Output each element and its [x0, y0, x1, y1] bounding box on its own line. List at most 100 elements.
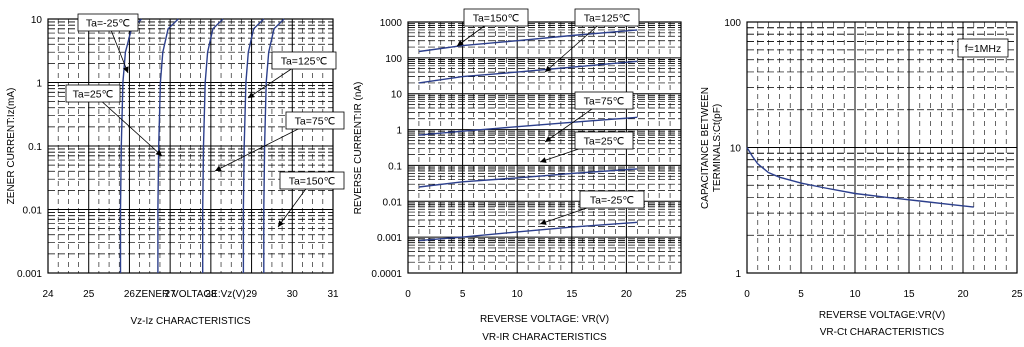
callout-box	[271, 51, 337, 70]
series-line	[202, 18, 224, 273]
series-line	[746, 147, 974, 208]
y-tick-label: 100	[385, 54, 402, 65]
grid	[408, 22, 681, 274]
callout-arrowhead	[545, 65, 552, 72]
x-tick-label: 20	[957, 289, 969, 300]
callout-box	[65, 84, 121, 103]
callout-arrowhead	[278, 220, 284, 227]
x-tick-label: 25	[1011, 289, 1023, 300]
x-tick-label: 10	[512, 289, 524, 300]
vr-ir-chart: 0 5 10 15 20 25 0.0001 0.001 0.01 0.1 1 10 100 1000 RE…	[353, 8, 687, 343]
y-tick-label: 0.1	[388, 161, 402, 172]
inset-label: f=1MHz	[965, 43, 1001, 55]
callout: Ta=150℃	[277, 171, 345, 228]
callout-box	[574, 8, 640, 27]
callout-arrowhead	[155, 149, 162, 156]
y-axis-label-line: TERMINALS:Ct(pF)	[712, 104, 723, 192]
y-tick-label: 0.01	[383, 197, 403, 208]
callout: Ta=75℃	[544, 91, 634, 143]
callout-label: Ta=25℃	[73, 89, 114, 101]
y-axis-label: ZENER CURRENT:Iz(mA)	[6, 88, 17, 205]
y-tick-label: 1000	[380, 18, 403, 29]
x-tick-label: 29	[246, 289, 258, 300]
callout: Ta=25℃	[539, 131, 634, 163]
vr-ct-chart: 0 5 10 15 20 25 1 10 100 REVERSE VOLTAGE:VR(V) VR-…	[700, 18, 1023, 338]
x-tick-label: 31	[327, 289, 339, 300]
x-tick-label: 25	[83, 289, 95, 300]
callout-arrowhead	[545, 136, 552, 142]
x-tick-label: 0	[405, 289, 411, 300]
chart-caption: VR-Ct CHARACTERISTICS	[820, 327, 945, 338]
callout: Ta=150℃	[456, 8, 529, 47]
callout-label: Ta=125℃	[584, 13, 631, 25]
y-tick-label: 1	[36, 79, 42, 90]
x-tick-label: 10	[849, 289, 861, 300]
x-tick-label: 15	[566, 289, 578, 300]
series-line	[418, 29, 638, 53]
y-tick-label: 1	[396, 126, 402, 137]
x-tick-label: 25	[675, 289, 687, 300]
y-axis-label: REVERSE CURRENT:IR (nA)	[353, 82, 364, 215]
callout-box	[574, 131, 634, 150]
callout-label: Ta=75℃	[584, 96, 625, 108]
callout-leader	[544, 17, 608, 73]
callout-label: Ta=25℃	[584, 136, 625, 148]
callout-box	[285, 111, 345, 130]
y-tick-label: 10	[730, 144, 742, 155]
callout: Ta=-25℃	[77, 13, 139, 74]
y-axis-label: CAPACITANCE BETWEENTERMINALS:Ct(pF)	[700, 87, 723, 209]
callout: Ta=75℃	[214, 111, 345, 172]
plot-frame	[407, 21, 682, 274]
series-line	[242, 18, 265, 273]
series-line	[263, 18, 285, 273]
y-axis-label-line: CAPACITANCE BETWEEN	[700, 87, 711, 209]
callout-arrowhead	[540, 157, 547, 163]
y-tick-label: 0.001	[17, 269, 42, 280]
y-tick-label: 10	[31, 15, 43, 26]
callout-label: Ta=-25℃	[86, 18, 130, 30]
x-axis-label: ZENER VOLTAGE:Vz(V)	[135, 289, 245, 300]
x-tick-label: 20	[621, 289, 633, 300]
callout: Ta=125℃	[247, 51, 337, 99]
x-axis-label: REVERSE VOLTAGE:VR(V)	[819, 310, 945, 321]
x-tick-label: 5	[798, 289, 804, 300]
callout-box	[77, 13, 139, 32]
plot-frame	[47, 18, 334, 274]
series-line	[157, 18, 179, 273]
callout-label: Ta=-25℃	[590, 195, 634, 207]
vz-iz-chart: 24 25 26 27 28 29 30 31 0.001 0.01 0.1 1 10 ZENER VOL…	[6, 13, 345, 327]
callout-arrowhead	[457, 40, 464, 46]
x-tick-label: 26	[124, 289, 136, 300]
callout-label: Ta=75℃	[295, 116, 336, 128]
x-tick-label: 30	[287, 289, 299, 300]
callout-label: Ta=150℃	[473, 13, 520, 25]
x-tick-label: 28	[205, 289, 217, 300]
series-line	[418, 60, 638, 84]
callout: Ta=25℃	[65, 84, 163, 157]
inset-label-box	[957, 38, 1009, 58]
x-tick-label: 27	[165, 289, 177, 300]
callout-arrowhead	[215, 165, 222, 171]
series-line	[418, 221, 638, 242]
callout-box	[574, 91, 634, 110]
y-tick-label: 0.0001	[371, 269, 402, 280]
callout-box	[463, 8, 529, 27]
callout-leader	[92, 93, 163, 157]
y-tick-label: 0.01	[23, 206, 43, 217]
chart-caption: Vz-Iz CHARACTERISTICS	[130, 316, 250, 327]
y-tick-label: 0.1	[28, 142, 42, 153]
x-axis-label: REVERSE VOLTAGE: VR(V)	[480, 314, 609, 325]
callout-arrowhead	[540, 219, 547, 225]
callout-label: Ta=150℃	[289, 176, 336, 188]
callout: Ta=-25℃	[539, 190, 645, 225]
chart-caption: VR-IR CHARACTERISTICS	[482, 332, 607, 343]
y-tick-label: 100	[724, 18, 741, 29]
x-tick-label: 0	[744, 289, 750, 300]
grid	[747, 22, 1017, 274]
series-line	[418, 168, 638, 188]
x-tick-label: 24	[42, 289, 54, 300]
x-tick-label: 15	[903, 289, 915, 300]
callout-label: Ta=125℃	[281, 56, 328, 68]
callout-arrowhead	[248, 92, 255, 98]
